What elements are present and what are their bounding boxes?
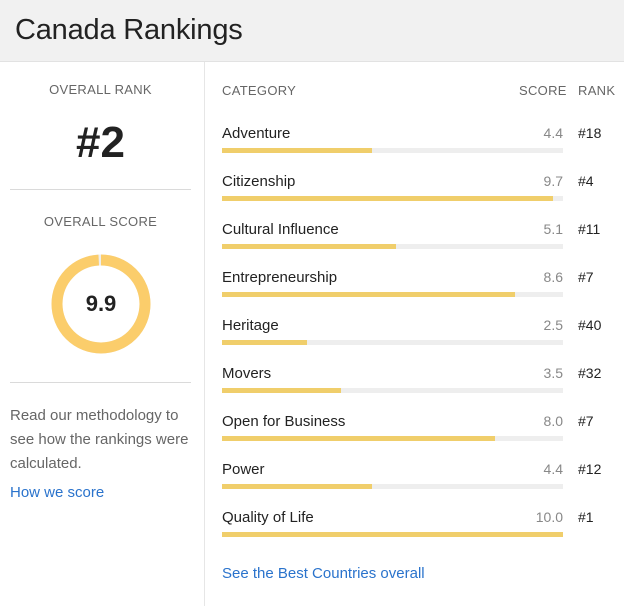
score-bar-track	[222, 196, 563, 201]
score-bar-fill	[222, 484, 373, 489]
divider	[10, 382, 191, 383]
score-bar-track	[222, 388, 563, 393]
category-name: Movers	[222, 365, 272, 382]
page-header: Canada Rankings	[0, 0, 624, 62]
score-bar-fill	[222, 532, 563, 537]
table-row: Power 4.4 #12	[222, 461, 624, 509]
table-row: Citizenship 9.7 #4	[222, 173, 624, 221]
category-rank: #18	[578, 125, 602, 141]
category-rank: #7	[578, 413, 594, 429]
category-table: CATEGORY SCORE RANK Adventure 4.4 #18 Citiz…	[222, 62, 624, 606]
category-score: 4.4	[543, 125, 563, 141]
category-name: Heritage	[222, 317, 279, 334]
overall-rank-label: OVERALL RANK	[49, 82, 152, 97]
category-rank: #4	[578, 173, 594, 189]
score-bar-track	[222, 148, 563, 153]
category-rank: #12	[578, 461, 602, 477]
table-row: Heritage 2.5 #40	[222, 317, 624, 365]
table-row: Cultural Influence 5.1 #11	[222, 221, 624, 269]
category-name: Cultural Influence	[222, 221, 339, 238]
score-bar-fill	[222, 340, 308, 345]
category-name: Power	[222, 461, 265, 478]
how-we-score-link[interactable]: How we score	[10, 484, 105, 501]
overall-score-ring	[51, 254, 151, 354]
page-title: Canada Rankings	[15, 14, 243, 46]
score-bar-track	[222, 292, 563, 297]
category-score: 4.4	[543, 461, 563, 477]
category-name: Adventure	[222, 125, 291, 142]
category-rank: #7	[578, 269, 594, 285]
category-score: 8.6	[543, 269, 563, 285]
overall-score-value: 9.9	[85, 291, 117, 316]
category-rank: #32	[578, 365, 602, 381]
overall-rank-value: #2	[76, 118, 125, 167]
best-countries-link[interactable]: See the Best Countries overall	[222, 565, 425, 582]
score-bar-fill	[222, 388, 342, 393]
score-bar-track	[222, 244, 563, 249]
category-score: 3.5	[543, 365, 563, 381]
score-bar-track	[222, 532, 563, 537]
category-score: 2.5	[543, 317, 563, 333]
table-row: Entrepreneurship 8.6 #7	[222, 269, 624, 317]
category-rank: #11	[578, 221, 601, 237]
methodology-text: Read our methodology to see how the rank…	[10, 407, 189, 472]
category-name: Quality of Life	[222, 509, 314, 526]
rankings-panel: OVERALL RANK #2 OVERALL SCORE 9.9 Read o…	[0, 62, 624, 606]
column-header-score: SCORE	[519, 83, 567, 98]
score-bar-fill	[222, 196, 553, 201]
category-rank: #40	[578, 317, 602, 333]
table-row: Movers 3.5 #32	[222, 365, 624, 413]
table-row: Open for Business 8.0 #7	[222, 413, 624, 461]
divider	[10, 189, 191, 190]
category-score: 8.0	[543, 413, 563, 429]
table-row: Quality of Life 10.0 #1	[222, 509, 624, 557]
score-bar-track	[222, 484, 563, 489]
column-header-category: CATEGORY	[222, 83, 297, 98]
score-bar-fill	[222, 292, 516, 297]
category-score: 9.7	[543, 173, 563, 189]
overall-sidebar: OVERALL RANK #2 OVERALL SCORE 9.9 Read o…	[0, 62, 205, 606]
table-row: Adventure 4.4 #18	[222, 125, 624, 173]
score-bar-track	[222, 436, 563, 441]
category-rank: #1	[578, 509, 594, 525]
category-name: Open for Business	[222, 413, 346, 430]
category-name: Entrepreneurship	[222, 269, 338, 286]
category-score: 5.1	[543, 221, 563, 237]
column-header-rank: RANK	[578, 83, 616, 98]
overall-score-label: OVERALL SCORE	[43, 214, 158, 229]
score-ring-arc	[51, 254, 151, 354]
score-bar-fill	[222, 436, 495, 441]
score-bar-fill	[222, 148, 373, 153]
category-score: 10.0	[535, 509, 563, 525]
score-bar-track	[222, 340, 563, 345]
category-name: Citizenship	[222, 173, 296, 190]
score-bar-fill	[222, 244, 396, 249]
